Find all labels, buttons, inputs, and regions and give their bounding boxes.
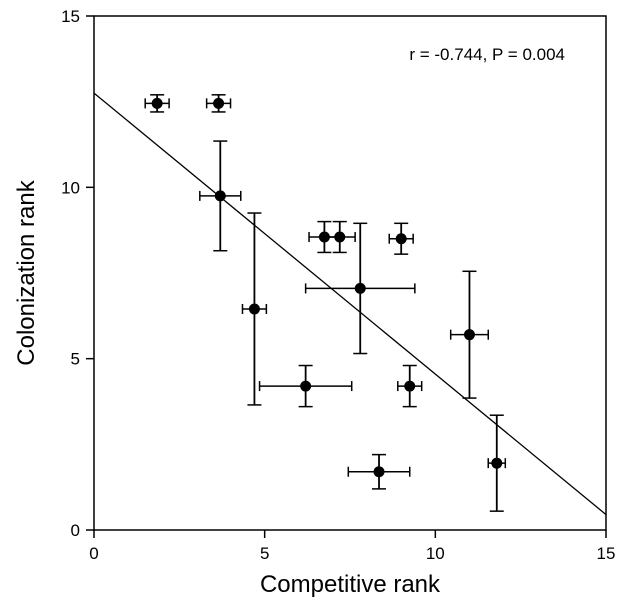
data-point-1 bbox=[144, 94, 170, 113]
data-point-8 bbox=[304, 222, 416, 355]
x-tick-label-0: 0 bbox=[89, 544, 98, 563]
correlation-annotation: r = -0.744, P = 0.004 bbox=[409, 45, 565, 64]
point-marker bbox=[334, 231, 346, 243]
point-marker bbox=[395, 233, 407, 245]
plot-frame bbox=[93, 15, 607, 531]
data-points-layer bbox=[144, 94, 507, 512]
point-marker bbox=[373, 466, 385, 478]
y-tick-label-10: 10 bbox=[61, 178, 80, 197]
regression-line-layer bbox=[93, 92, 607, 516]
data-point-5 bbox=[258, 364, 353, 408]
point-marker bbox=[404, 380, 416, 392]
x-axis-title: Competitive rank bbox=[260, 571, 441, 598]
x-tick-label-10: 10 bbox=[426, 544, 445, 563]
y-tick-label-0: 0 bbox=[71, 521, 80, 540]
point-marker bbox=[214, 190, 226, 202]
y-tick-label-5: 5 bbox=[71, 350, 80, 369]
regression-line bbox=[93, 92, 607, 516]
y-tick-label-15: 15 bbox=[61, 7, 80, 26]
point-marker bbox=[300, 380, 312, 392]
data-point-13 bbox=[487, 414, 507, 512]
data-point-2 bbox=[205, 94, 232, 113]
data-point-3 bbox=[199, 140, 242, 252]
point-marker bbox=[248, 303, 260, 315]
data-point-9 bbox=[347, 453, 411, 490]
x-tick-label-5: 5 bbox=[260, 544, 269, 563]
point-marker bbox=[463, 329, 475, 341]
data-point-12 bbox=[449, 270, 489, 399]
point-marker bbox=[354, 282, 366, 294]
data-point-4 bbox=[241, 212, 268, 406]
point-marker bbox=[213, 97, 225, 109]
point-marker bbox=[491, 457, 503, 469]
data-point-7 bbox=[323, 220, 356, 254]
point-marker bbox=[151, 97, 163, 109]
data-point-10 bbox=[388, 222, 414, 255]
y-axis-title: Colonization rank bbox=[13, 179, 40, 365]
data-point-11 bbox=[397, 364, 423, 408]
x-tick-label-15: 15 bbox=[597, 544, 616, 563]
